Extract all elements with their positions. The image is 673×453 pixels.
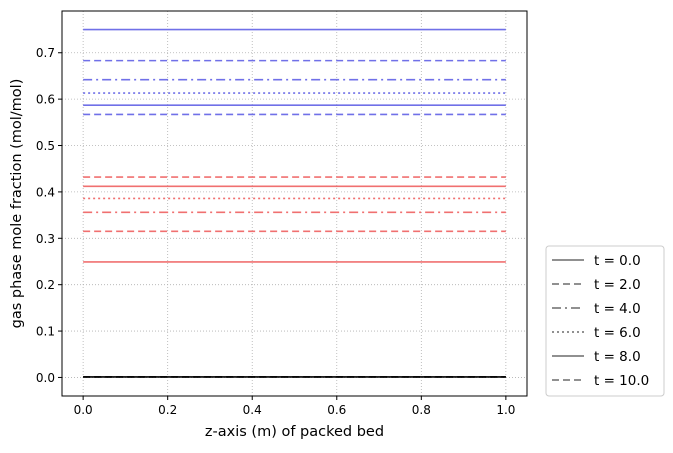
y-tick-label: 0.3 xyxy=(36,232,55,246)
legend-label: t = 10.0 xyxy=(594,373,649,389)
y-axis-label: gas phase mole fraction (mol/mol) xyxy=(9,79,25,329)
y-tick-label: 0.7 xyxy=(36,46,55,60)
plot-frame xyxy=(61,10,528,397)
legend-label: t = 8.0 xyxy=(594,349,641,365)
x-axis-label: z-axis (m) of packed bed xyxy=(205,424,384,440)
y-tick-label: 0.6 xyxy=(36,93,55,107)
x-axis-ticks: 0.0 0.2 0.4 0.6 0.8 1.0 xyxy=(74,396,515,417)
y-tick-label: 0.1 xyxy=(36,325,55,339)
y-tick-label: 0.5 xyxy=(36,139,55,153)
grid xyxy=(62,11,527,396)
y-tick-label: 0.0 xyxy=(36,371,55,385)
y-axis-ticks: 0.0 0.1 0.2 0.3 0.4 0.5 0.6 0.7 xyxy=(36,46,62,385)
y-tick-label: 0.4 xyxy=(36,185,55,199)
y-tick-label: 0.2 xyxy=(36,278,55,292)
x-tick-label: 0.0 xyxy=(74,403,93,417)
legend-label: t = 2.0 xyxy=(594,277,641,293)
legend-label: t = 4.0 xyxy=(594,301,641,317)
x-tick-label: 0.6 xyxy=(327,403,346,417)
legend: t = 0.0 t = 2.0 t = 4.0 t = 6.0 t = 8.0 t = 1… xyxy=(545,245,665,397)
x-tick-label: 0.2 xyxy=(158,403,177,417)
x-tick-label: 1.0 xyxy=(496,403,515,417)
legend-label: t = 0.0 xyxy=(594,253,641,269)
x-tick-label: 0.4 xyxy=(243,403,262,417)
x-tick-label: 0.8 xyxy=(412,403,431,417)
series-lines xyxy=(83,28,506,378)
legend-label: t = 6.0 xyxy=(594,325,641,341)
